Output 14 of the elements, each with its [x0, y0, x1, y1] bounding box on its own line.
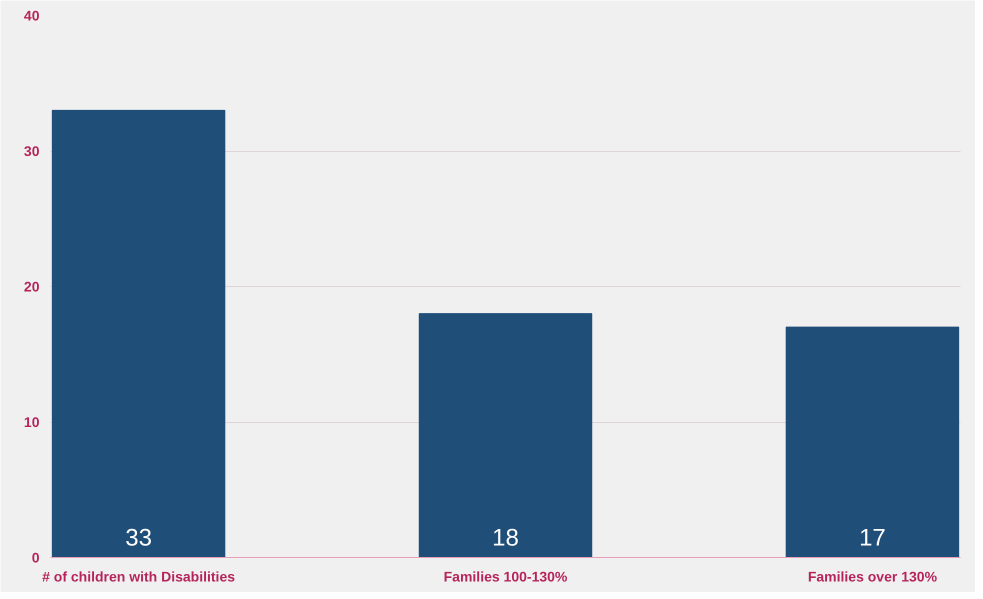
bar	[418, 313, 592, 558]
data-label: 17	[859, 524, 886, 552]
bar	[52, 110, 226, 558]
bar	[786, 326, 960, 558]
x-tick-label: # of children with Disabilities	[42, 568, 236, 584]
y-tick-label: 30	[24, 143, 40, 159]
y-tick-label: 10	[24, 414, 40, 430]
x-tick-label: Families over 130%	[808, 568, 938, 584]
y-tick-label: 20	[24, 278, 40, 294]
x-tick-label: Families 100-130%	[444, 568, 568, 584]
y-tick-label: 40	[24, 8, 40, 24]
data-label: 18	[492, 524, 519, 552]
data-label: 33	[125, 524, 152, 552]
y-tick-label: 0	[32, 550, 40, 566]
